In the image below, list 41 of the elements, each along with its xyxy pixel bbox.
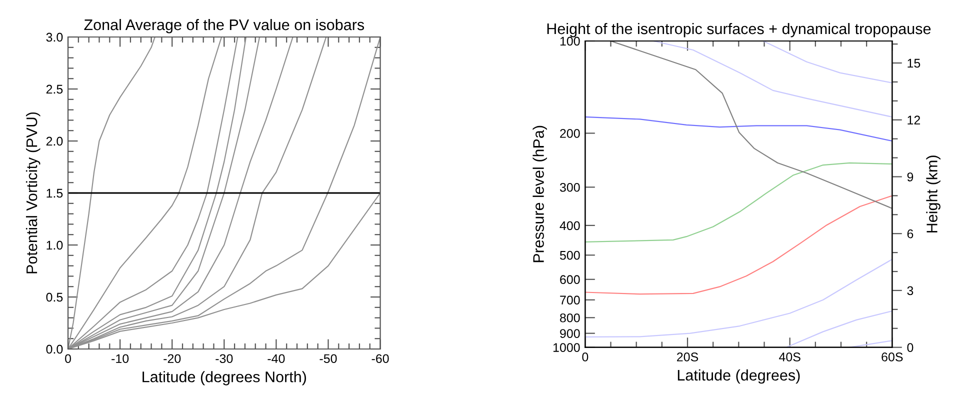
y-tick-label: 2.5 — [46, 84, 63, 94]
y-tick-label: 900 — [560, 329, 580, 338]
x-tick-label: -10 — [112, 354, 129, 364]
x-tick-label: 0 — [65, 354, 71, 364]
y-tick-label: 1.5 — [46, 188, 63, 198]
y2-tick-label: 0 — [907, 343, 914, 352]
x-tick-label: -20 — [164, 354, 181, 364]
x-tick-label: 60S — [882, 352, 903, 362]
chart-title: Zonal Average of the PV value on isobars — [84, 18, 364, 34]
y-tick-label: 300 — [560, 182, 580, 192]
y2-tick-label: 9 — [907, 172, 914, 182]
x-axis-title: Latitude (degrees North) — [142, 371, 306, 386]
x-tick-label: -60 — [372, 354, 389, 364]
y-tick-label: 400 — [560, 221, 580, 230]
y-tick-label: 800 — [560, 313, 580, 322]
x-tick-label: 20S — [677, 352, 698, 362]
y-tick-label: 1.0 — [46, 240, 63, 250]
y-axis-title: Pressure level (hPa) — [532, 126, 547, 262]
y2-axis-title: Height (km) — [926, 156, 940, 232]
y-tick-label: 1000 — [553, 343, 580, 352]
y2-tick-label: 15 — [908, 58, 920, 68]
chart-title: Height of the isentropic surfaces + dynamical tropopause — [547, 22, 931, 38]
y2-tick-label: 3 — [907, 286, 914, 296]
y-tick-label: 0.5 — [46, 292, 63, 302]
y-axis-title: Potential Vorticity (PVU) — [26, 112, 40, 274]
x-tick-label: -40 — [268, 354, 285, 364]
y-tick-label: 0.0 — [46, 344, 63, 354]
y2-tick-label: 12 — [908, 116, 920, 124]
y-tick-label: 600 — [560, 275, 580, 284]
y-tick-label: 100 — [560, 36, 580, 46]
y-tick-label: 500 — [560, 250, 580, 260]
x-tick-label: 40S — [779, 352, 800, 362]
x-tick-label: 0 — [582, 352, 588, 362]
y-tick-label: 2.0 — [46, 136, 63, 146]
y2-tick-label: 6 — [907, 229, 914, 238]
x-axis-title: Latitude (degrees) — [678, 369, 800, 384]
x-tick-label: -50 — [320, 354, 337, 364]
y-tick-label: 200 — [560, 129, 580, 138]
x-tick-label: -30 — [216, 354, 233, 364]
y-tick-label: 3.0 — [46, 32, 63, 42]
y-tick-label: 700 — [560, 296, 580, 305]
